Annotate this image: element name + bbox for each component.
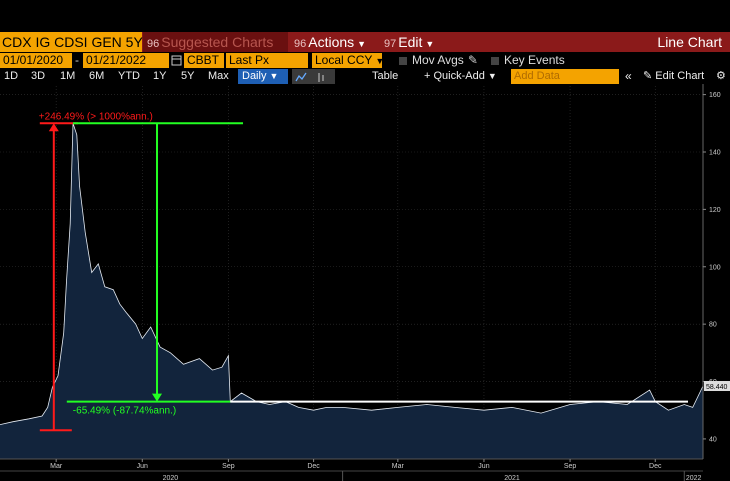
currency-dropdown[interactable]: Local CCY ▼ <box>312 53 385 68</box>
range-1d-button[interactable]: 1D <box>4 70 19 82</box>
x-tick-label: Mar <box>392 463 405 470</box>
quick-add-button[interactable]: + Quick-Add ▼ <box>424 69 497 84</box>
x-axis: Mar Jun Sep Dec Mar Jun Sep Dec 2020 2021 2022 <box>0 458 703 481</box>
top-toolbar: CDX IG CDSI GEN 5Y 96 Suggested Charts 96… <box>0 32 730 52</box>
pencil-icon: ✎ <box>643 70 656 82</box>
up-change-label: +246.49% (> 1000%ann.) <box>39 111 153 122</box>
actions-menu-button[interactable]: 96 Actions ▼ <box>290 32 378 52</box>
source-field[interactable]: CBBT <box>184 53 224 68</box>
key-events-label: Key Events <box>504 53 565 67</box>
range-ytd-button[interactable]: YTD <box>118 70 140 82</box>
range-1y-button[interactable]: 1Y <box>153 70 167 82</box>
start-date-field[interactable]: 01/01/2020 <box>0 53 72 68</box>
collapse-left-icon[interactable]: « <box>625 69 632 83</box>
currency-label: Local CCY <box>315 53 373 67</box>
y-tick-label: 120 <box>709 207 721 214</box>
mov-avgs-label: Mov Avgs <box>412 53 464 67</box>
quick-add-label: Quick-Add <box>433 70 485 82</box>
range-1m-button[interactable]: 1M <box>60 70 76 82</box>
chevron-down-icon: ▼ <box>269 71 279 81</box>
chevron-down-icon: ▼ <box>357 39 367 49</box>
x-year-label: 2022 <box>686 475 702 481</box>
chevron-down-icon: ▼ <box>487 71 497 81</box>
chevron-down-icon: ▼ <box>375 56 385 66</box>
end-date-field[interactable]: 01/21/2022 <box>83 53 169 68</box>
line-style-icon[interactable] <box>292 69 316 84</box>
range-6m-button[interactable]: 6M <box>89 70 105 82</box>
suggested-charts-button[interactable]: 96 Suggested Charts <box>143 32 288 52</box>
chart-grid <box>0 86 703 459</box>
x-tick-label: Jun <box>137 463 148 470</box>
annotations: +246.49% (> 1000%ann.) -65.49% (-87.74%an… <box>39 111 688 432</box>
x-year-label: 2021 <box>504 475 520 481</box>
bar-style-icon[interactable] <box>313 69 335 84</box>
plus-icon: + <box>424 70 434 82</box>
gear-icon[interactable]: ⚙ <box>716 70 726 82</box>
x-tick-label: Dec <box>649 463 662 470</box>
y-tick-label: 40 <box>709 436 717 443</box>
x-tick-label: Sep <box>564 463 577 470</box>
edit-label: Edit <box>398 34 423 50</box>
edit-number: 97 <box>384 38 397 50</box>
range-3d-button[interactable]: 3D <box>31 70 46 82</box>
y-tick-label: 100 <box>709 264 721 271</box>
edit-menu-button[interactable]: 97 Edit ▼ <box>380 32 448 52</box>
edit-chart-button[interactable]: ✎ Edit Chart <box>643 69 704 84</box>
series-area <box>0 123 703 460</box>
x-tick-label: Jun <box>478 463 489 470</box>
x-year-label: 2020 <box>163 475 179 481</box>
ticker-field[interactable]: CDX IG CDSI GEN 5Y <box>0 32 143 52</box>
frequency-dropdown[interactable]: Daily ▼ <box>238 69 288 84</box>
calendar-icon[interactable] <box>171 53 182 68</box>
up-arrow-head <box>48 123 59 132</box>
line-chart: +246.49% (> 1000%ann.) -65.49% (-87.74%an… <box>0 84 730 481</box>
down-change-label: -65.49% (-87.74%ann.) <box>73 406 176 417</box>
last-value-label: 58.440 <box>706 384 728 391</box>
actions-label: Actions <box>308 34 355 50</box>
range-max-button[interactable]: Max <box>208 70 229 82</box>
checkbox-icon <box>399 56 407 65</box>
series-line <box>0 123 704 425</box>
key-events-toggle[interactable]: Key Events <box>491 53 565 68</box>
x-tick-label: Mar <box>50 463 63 470</box>
suggested-charts-number: 96 <box>147 38 160 50</box>
mov-avgs-toggle[interactable]: Mov Avgs ✎ <box>399 53 478 68</box>
chart-type-title: Line Chart <box>657 34 722 50</box>
controls-row: 01/01/2020 - 01/21/2022 CBBT Last Px Loc… <box>0 53 730 68</box>
table-button[interactable]: Table <box>372 70 399 82</box>
range-row: 1D 3D 1M 6M YTD 1Y 5Y Max Daily ▼ Table +… <box>0 69 730 84</box>
date-range-dash: - <box>75 53 79 67</box>
y-tick-label: 80 <box>709 322 717 329</box>
frequency-label: Daily <box>242 70 267 82</box>
checkbox-icon <box>491 56 499 65</box>
range-5y-button[interactable]: 5Y <box>181 70 195 82</box>
edit-chart-label: Edit Chart <box>655 70 705 82</box>
suggested-charts-label: Suggested Charts <box>161 34 274 50</box>
field-selector[interactable]: Last Px <box>226 53 308 68</box>
chevron-down-icon: ▼ <box>425 39 435 49</box>
y-tick-label: 160 <box>709 92 721 99</box>
pencil-icon[interactable]: ✎ <box>467 53 478 67</box>
y-tick-label: 140 <box>709 149 721 156</box>
y-axis: 40608010012014016058.440 <box>702 84 730 459</box>
down-arrow-head <box>152 393 163 402</box>
last-value-box <box>704 381 730 392</box>
actions-number: 96 <box>294 38 307 50</box>
add-data-input[interactable]: Add Data <box>511 69 619 84</box>
x-tick-label: Sep <box>222 463 235 470</box>
x-tick-label: Dec <box>307 463 320 470</box>
